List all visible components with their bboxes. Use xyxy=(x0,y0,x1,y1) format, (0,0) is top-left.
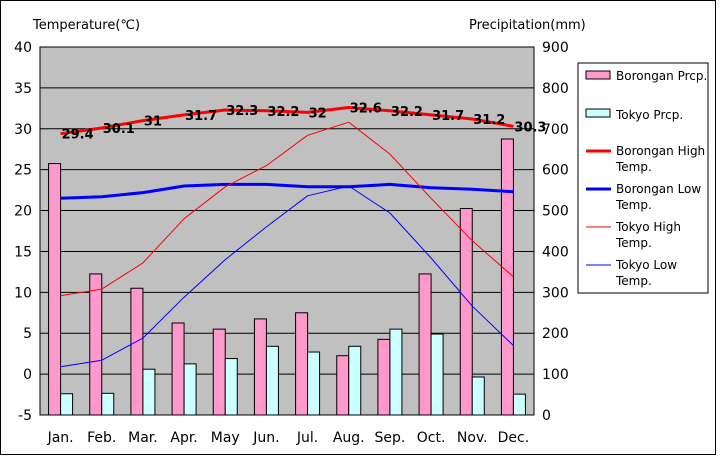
legend-box xyxy=(577,62,709,294)
temperature-axis-title: Temperature(℃) xyxy=(32,18,140,33)
borongan-prcp-bar xyxy=(418,273,432,416)
tokyo-prcp-bar xyxy=(101,392,115,416)
tokyo-prcp-bar xyxy=(142,368,156,416)
month-tick-label: Nov. xyxy=(457,430,488,446)
borongan-high-data-label: 31 xyxy=(144,115,162,130)
legend-label-borongan-prcp: Borongan Prcp. xyxy=(616,69,707,83)
borongan-high-data-label: 32.6 xyxy=(350,102,382,117)
borongan-prcp-bar xyxy=(48,163,62,416)
legend-label-borongan-high-line2: Temp. xyxy=(615,160,652,174)
month-tick-label: Apr. xyxy=(170,430,197,446)
borongan-high-data-label: 32 xyxy=(309,106,327,121)
temperature-tick-label: -5 xyxy=(18,408,32,424)
temperature-tick-labels: 40 35 30 25 20 15 10 5 0 -5 xyxy=(14,40,32,424)
month-tick-label: Oct. xyxy=(417,430,446,446)
month-tick-label: Jun. xyxy=(252,430,279,446)
tokyo-prcp-bar xyxy=(348,345,362,416)
month-tick-label: Dec. xyxy=(498,430,530,446)
precipitation-tick-label: 600 xyxy=(542,163,569,179)
legend-swatch-tokyo-prcp xyxy=(585,108,611,118)
temperature-tick-label: 40 xyxy=(14,40,32,56)
temperature-tick-label: 30 xyxy=(14,122,32,138)
temperature-tick-label: 20 xyxy=(14,204,32,220)
precipitation-tick-label: 800 xyxy=(542,81,569,97)
borongan-prcp-bar xyxy=(212,328,226,416)
precipitation-tick-label: 200 xyxy=(542,326,569,342)
tokyo-prcp-bar xyxy=(471,376,485,416)
borongan-high-data-label: 31.7 xyxy=(432,109,464,124)
borongan-high-data-label: 32.2 xyxy=(391,105,423,120)
temperature-tick-label: 15 xyxy=(14,244,32,260)
tokyo-prcp-bar xyxy=(265,345,279,416)
month-tick-label: Jul. xyxy=(296,430,318,446)
temperature-tick-label: 5 xyxy=(23,326,32,342)
borongan-prcp-bar xyxy=(253,318,267,416)
borongan-prcp-bar xyxy=(130,287,144,416)
borongan-prcp-bar xyxy=(377,338,391,416)
tokyo-prcp-bar xyxy=(224,358,238,416)
month-tick-labels: Jan. Feb. Mar. Apr. May Jun. Jul. Aug. Sep. Oct. N… xyxy=(47,430,530,446)
month-tick-label: Aug. xyxy=(333,430,365,446)
tokyo-prcp-bar xyxy=(430,333,444,416)
month-tick-label: Feb. xyxy=(87,430,116,446)
legend-label-borongan-low-line2: Temp. xyxy=(615,198,652,212)
borongan-prcp-bar xyxy=(295,312,309,416)
plot-area xyxy=(39,46,535,416)
borongan-high-data-label: 29.4 xyxy=(62,128,94,143)
borongan-prcp-bar xyxy=(171,322,185,416)
legend-label-tokyo-high-line1: Tokyo High xyxy=(615,220,681,234)
borongan-high-data-label: 30.3 xyxy=(514,120,546,135)
temperature-tick-label: 0 xyxy=(23,367,32,383)
precipitation-tick-label: 0 xyxy=(542,408,551,424)
tokyo-low-line xyxy=(60,185,514,368)
precipitation-tick-label: 300 xyxy=(542,285,569,301)
borongan-prcp-bar xyxy=(89,273,103,416)
borongan-high-line xyxy=(60,106,514,136)
month-tick-label: May xyxy=(211,430,240,446)
month-tick-label: Jan. xyxy=(47,430,74,446)
legend-swatch-borongan-prcp xyxy=(585,70,611,80)
tokyo-prcp-bar xyxy=(307,351,321,416)
borongan-prcp-bar xyxy=(336,355,350,416)
precipitation-tick-labels: 900 800 700 600 500 400 300 200 100 0 xyxy=(542,40,569,424)
month-tick-label: Mar. xyxy=(128,430,158,446)
tokyo-prcp-bar xyxy=(389,328,403,416)
gridlines xyxy=(40,87,534,375)
borongan-high-data-label: 32.3 xyxy=(226,104,258,119)
borongan-high-data-label: 32.2 xyxy=(267,105,299,120)
precipitation-tick-label: 500 xyxy=(542,204,569,220)
precipitation-tick-label: 700 xyxy=(542,122,569,138)
precipitation-tick-label: 100 xyxy=(542,367,569,383)
data-labels: 29.4 30.1 31 31.7 32.3 32.2 32 32.6 32.2 31.7 31.2… xyxy=(62,102,547,143)
tokyo-high-line xyxy=(60,121,514,297)
legend: Borongan Prcp. Tokyo Prcp. Borongan High… xyxy=(577,62,709,294)
legend-label-borongan-low-line1: Borongan Low xyxy=(616,182,701,196)
borongan-high-data-label: 30.1 xyxy=(103,122,135,137)
precipitation-axis-title: Precipitation(mm) xyxy=(469,18,586,33)
legend-label-tokyo-low-line2: Temp. xyxy=(615,274,652,288)
borongan-high-data-label: 31.2 xyxy=(473,113,505,128)
temperature-tick-label: 10 xyxy=(14,285,32,301)
borongan-prcp-bar xyxy=(500,138,514,416)
temperature-tick-label: 25 xyxy=(14,163,32,179)
borongan-low-line xyxy=(60,182,514,200)
tokyo-prcp-bar xyxy=(60,393,74,416)
tokyo-prcp-bar xyxy=(512,393,526,416)
legend-label-tokyo-high-line2: Temp. xyxy=(615,236,652,250)
precipitation-tick-label: 400 xyxy=(542,244,569,260)
precipitation-bars xyxy=(48,138,526,416)
legend-label-borongan-high-line1: Borongan High xyxy=(616,144,705,158)
legend-label-tokyo-low-line1: Tokyo Low xyxy=(615,258,677,272)
legend-label-tokyo-prcp: Tokyo Prcp. xyxy=(615,108,683,122)
borongan-prcp-bar xyxy=(459,208,473,416)
month-tick-label: Sep. xyxy=(374,430,405,446)
tokyo-prcp-bar xyxy=(183,363,197,416)
precipitation-tick-label: 900 xyxy=(542,40,569,56)
borongan-high-data-label: 31.7 xyxy=(185,109,217,124)
temperature-lines xyxy=(60,106,514,368)
temperature-tick-label: 35 xyxy=(14,81,32,97)
